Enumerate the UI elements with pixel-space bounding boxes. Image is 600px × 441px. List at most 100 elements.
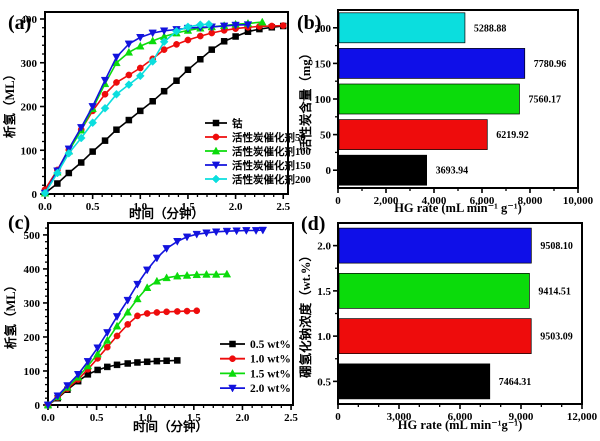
y-tick-label: 200	[24, 332, 41, 344]
marker-triangle-up	[148, 36, 157, 45]
y-tick-label: 0	[35, 400, 41, 412]
marker-circle	[163, 308, 170, 316]
marker-triangle-down	[222, 227, 232, 236]
marker-square	[101, 137, 109, 144]
marker-circle	[183, 307, 191, 315]
marker-triangle-down	[136, 34, 145, 42]
bar-0	[338, 154, 428, 186]
x-tick-label: 0	[335, 195, 341, 207]
y-tick-label: 100	[315, 94, 332, 106]
marker-square	[54, 180, 61, 187]
bar-value-label: 6219.92	[496, 130, 529, 141]
marker-triangle-down	[173, 238, 182, 246]
marker-triangle-up	[258, 17, 267, 26]
marker-triangle-down	[112, 53, 121, 62]
marker-diamond	[135, 71, 145, 81]
marker-square	[137, 107, 144, 115]
marker-circle	[196, 32, 204, 40]
x-tick-label: 2.5	[276, 201, 290, 213]
bar-value-label: 7780.96	[534, 59, 567, 70]
marker-diamond	[172, 26, 181, 36]
panel-d-bar-chart: 0 3,000 6,000 9,000 12,000 HG rate (mL min⁻¹g…	[298, 212, 600, 441]
x-tick-label: 1.0	[133, 201, 147, 213]
marker-diamond	[112, 89, 121, 99]
marker-triangle-up	[202, 269, 211, 278]
y-tick-label: 0	[326, 165, 332, 177]
marker-square	[208, 46, 216, 53]
marker-square	[184, 66, 192, 73]
x-tick-label: 3,000	[387, 411, 412, 423]
marker-triangle-down	[124, 40, 134, 49]
marker-triangle-down	[202, 229, 211, 238]
bar-2	[338, 273, 530, 309]
x-tick-label: 2,000	[374, 195, 399, 207]
x-axis-label: HG rate (mL min⁻¹g⁻¹)	[398, 418, 523, 432]
marker-triangle-down	[228, 384, 237, 393]
y-tick-label: 200	[315, 23, 332, 35]
marker-square	[163, 357, 170, 365]
bar-value-label: 3693.94	[436, 166, 469, 177]
x-tick-label: 0.5	[90, 412, 104, 424]
x-axis-label: 时间（分钟）	[133, 419, 208, 434]
bar-value-label: 7560.17	[528, 95, 561, 106]
panel-b-bar-chart: 0 2,000 4,000 6,000 8,000 10,000 HG rate (mL m…	[298, 0, 600, 222]
series-3	[43, 226, 268, 410]
x-tick-label: 0.0	[38, 201, 52, 213]
marker-square	[149, 98, 156, 105]
y-axis-label: 硼氢化钠浓度（wt.%）	[298, 249, 313, 378]
marker-triangle-down	[258, 226, 268, 235]
marker-triangle-up	[124, 47, 134, 56]
hg-rate-vs-carbon-content-chart: 0 2,000 4,000 6,000 8,000 10,000 HG rate (mL m…	[298, 9, 594, 215]
marker-diamond	[53, 168, 62, 178]
marker-triangle-down	[159, 27, 169, 36]
marker-diamond	[195, 20, 205, 30]
marker-diamond	[211, 174, 221, 184]
bar-1	[338, 119, 488, 150]
marker-triangle-up	[123, 307, 132, 316]
marker-triangle-up	[93, 349, 102, 358]
marker-square	[113, 126, 120, 133]
marker-diamond	[76, 133, 86, 143]
x-tick-label: 2.5	[284, 412, 298, 424]
marker-diamond	[159, 37, 169, 47]
bar-value-label: 7464.31	[499, 377, 532, 388]
marker-diamond	[100, 103, 110, 113]
x-tick-label: 1.5	[187, 412, 201, 424]
marker-circle	[173, 41, 180, 48]
marker-triangle-up	[192, 270, 201, 279]
y-tick-label: 1.0	[317, 331, 331, 343]
y-tick-label: 100	[21, 145, 38, 157]
bar-3	[338, 227, 532, 264]
marker-triangle-down	[63, 382, 72, 391]
marker-triangle-up	[152, 276, 162, 285]
series-4	[40, 19, 214, 198]
x-tick-label: 6,000	[470, 195, 495, 207]
x-tick-label: 10,000	[563, 195, 594, 207]
marker-circle	[153, 309, 161, 316]
marker-diamond	[148, 57, 158, 66]
marker-circle	[212, 133, 220, 141]
marker-triangle-down	[152, 254, 162, 263]
marker-square	[173, 77, 180, 84]
marker-circle	[268, 22, 276, 30]
marker-triangle-down	[231, 21, 240, 30]
marker-triangle-down	[192, 230, 201, 239]
marker-circle	[124, 321, 132, 328]
marker-triangle-down	[251, 227, 261, 235]
marker-triangle-down	[211, 161, 221, 170]
marker-triangle-down	[211, 228, 221, 237]
x-tick-label: 12,000	[567, 411, 598, 423]
y-tick-label: 2.0	[317, 241, 331, 253]
marker-triangle-up	[228, 368, 237, 377]
marker-triangle-down	[232, 227, 241, 236]
bar-1	[338, 318, 532, 354]
marker-triangle-up	[142, 283, 152, 291]
marker-circle	[134, 312, 141, 320]
y-tick-label: 400	[24, 264, 41, 276]
hydrogen-evolution-vs-time-concentration-chart: 0.0 0.5 1.0 1.5 2.0 2.5 时间（分钟） 析氢（ML） 0 100 200 300…	[3, 222, 298, 434]
marker-triangle-down	[83, 358, 93, 366]
panel-a-line-chart: 0.0 0.5 1.0 1.5 2.0 2.5 时间（分钟） 析氢（ML） 0 100 200 300…	[0, 0, 311, 222]
marker-square	[143, 358, 151, 366]
